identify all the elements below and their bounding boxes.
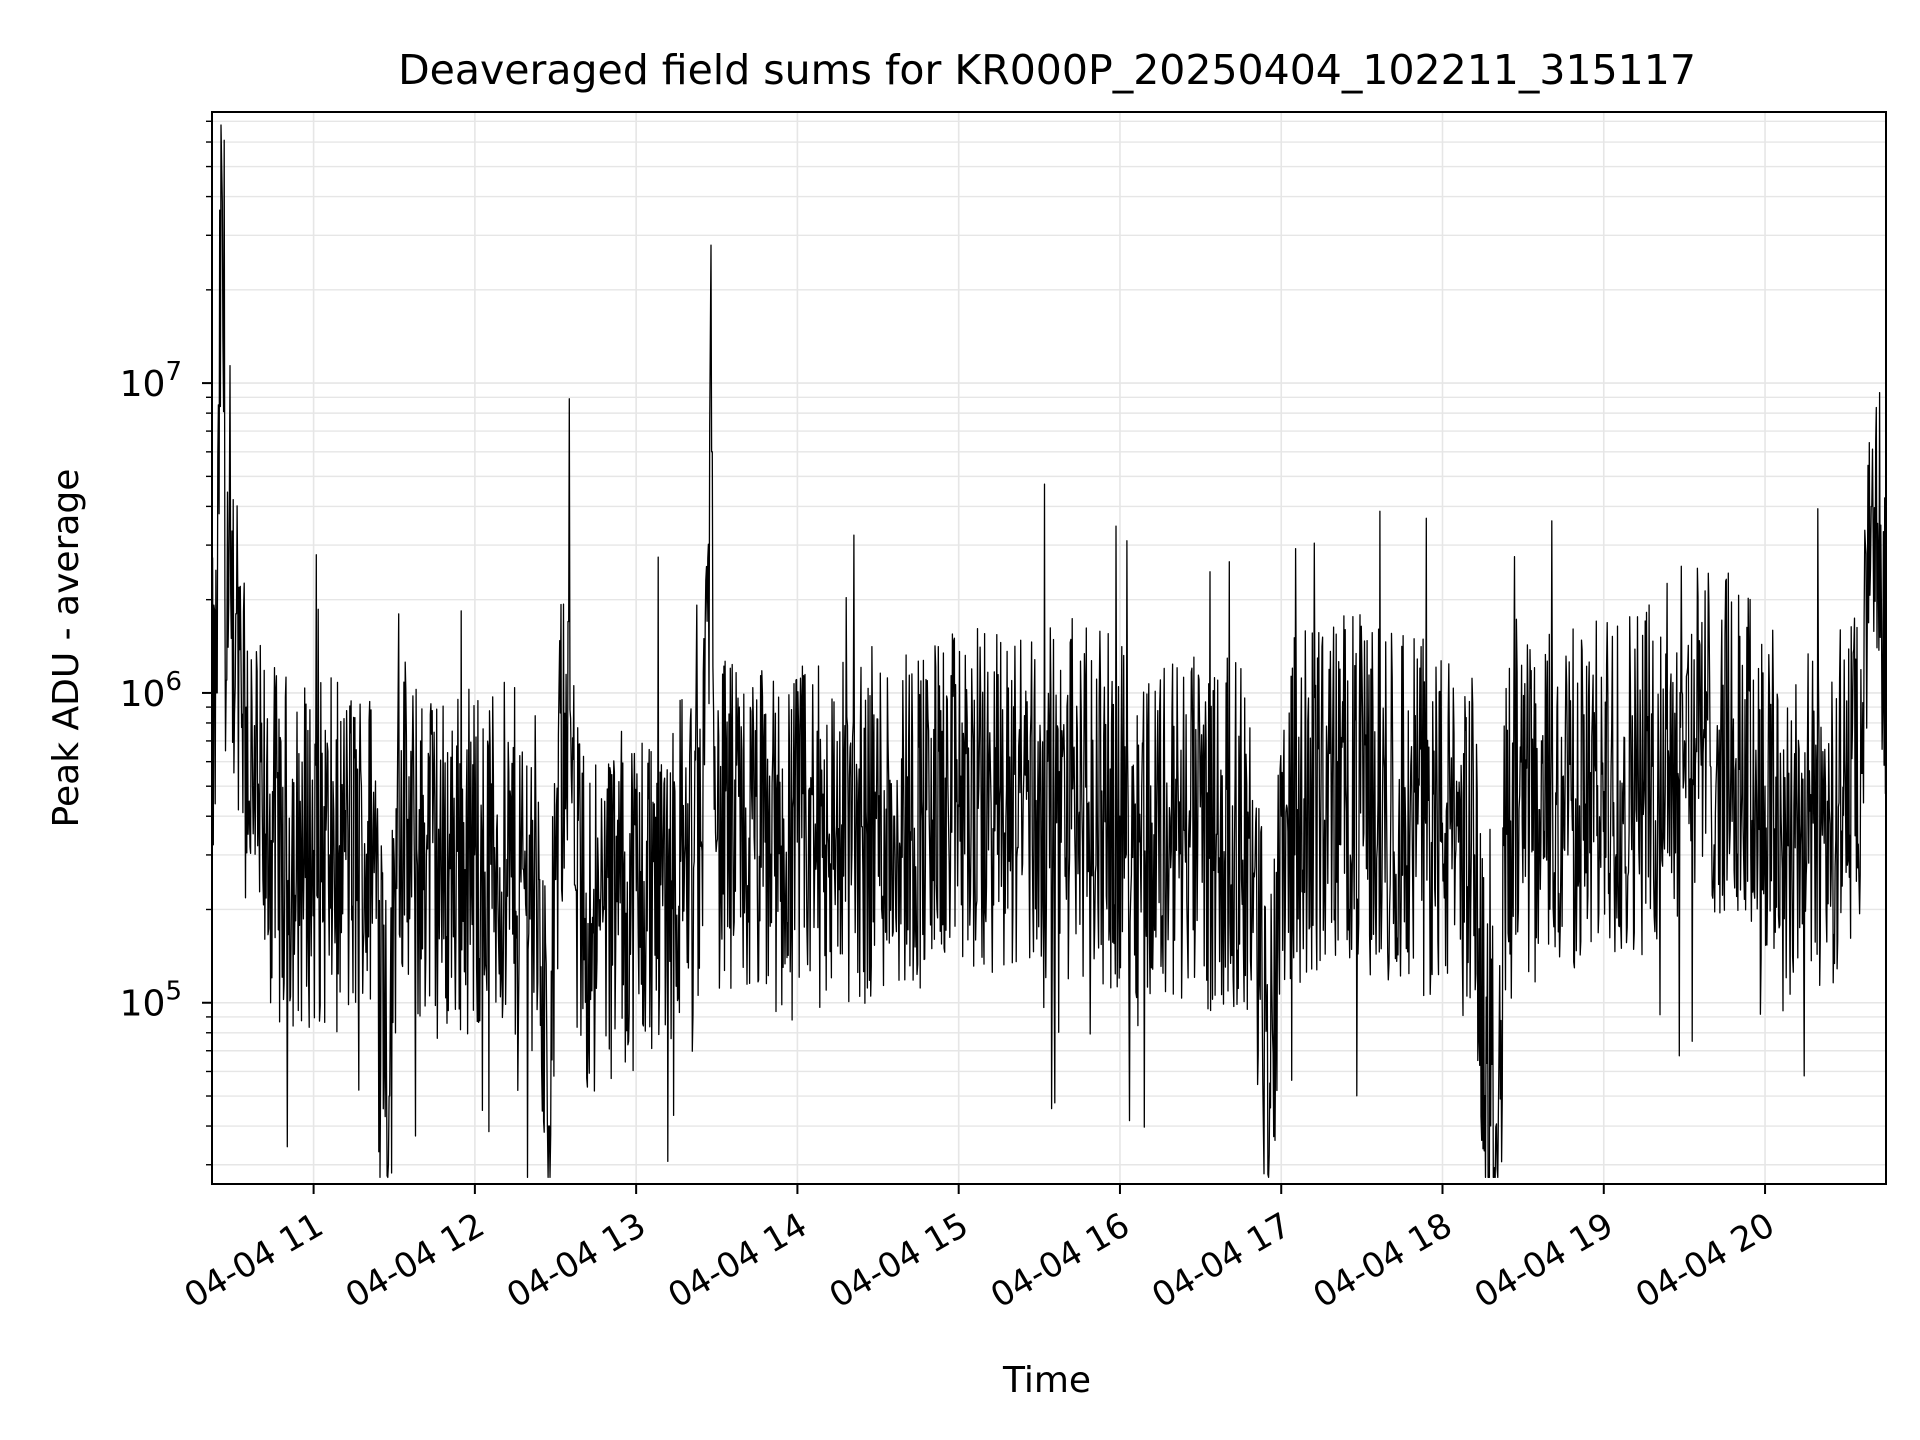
x-axis-label: Time (1002, 1360, 1091, 1401)
y-tick-base: 10 (120, 364, 166, 405)
y-tick-exponent: 5 (165, 977, 182, 1007)
y-tick-label: 105 (120, 977, 182, 1025)
y-tick-base: 10 (120, 674, 166, 715)
y-tick-exponent: 7 (165, 357, 182, 387)
y-axis-label: Peak ADU - average (46, 469, 87, 828)
y-tick-label: 106 (120, 667, 182, 715)
series-line (211, 124, 1887, 1179)
plot-frame (211, 111, 1887, 1185)
y-tick-label: 107 (120, 357, 182, 405)
y-tick-base: 10 (120, 984, 166, 1025)
y-tick-exponent: 6 (165, 667, 182, 697)
axis-ticks (202, 120, 1767, 1194)
chart-title: Deaveraged field sums for KR000P_2025040… (398, 46, 1696, 94)
